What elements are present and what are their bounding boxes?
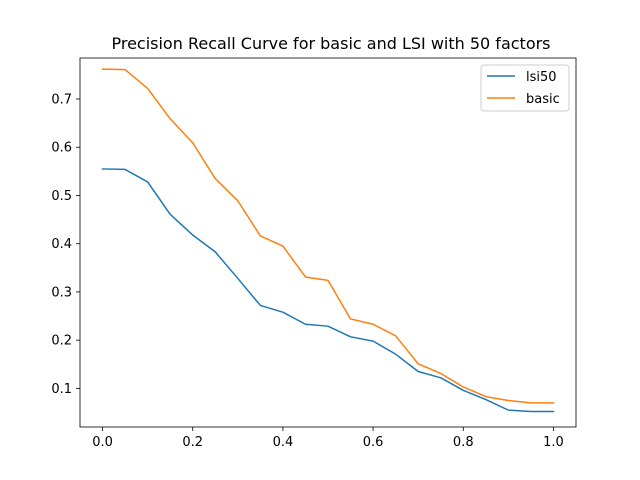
y-tick-label: 0.2 <box>51 334 72 349</box>
series-line-lsi50 <box>101 168 555 413</box>
y-tick-label: 0.6 <box>51 141 72 156</box>
y-tick-label: 0.1 <box>51 382 72 397</box>
y-tick-label: 0.4 <box>51 237 72 252</box>
legend-label-basic: basic <box>526 92 560 107</box>
x-tick-label: 0.8 <box>453 435 474 450</box>
x-tick-label: 0.6 <box>363 435 384 450</box>
series-layer <box>101 68 555 413</box>
x-tick-label: 1.0 <box>543 435 564 450</box>
plot-frame <box>79 57 577 428</box>
x-tick-label: 0.4 <box>273 435 294 450</box>
chart-title: Precision Recall Curve for basic and LSI… <box>111 34 550 53</box>
x-tick-label: 0.2 <box>182 435 203 450</box>
legend: lsi50 basic <box>480 64 570 112</box>
legend-label-lsi50: lsi50 <box>526 70 557 85</box>
series-line-basic <box>101 68 555 404</box>
y-tick-label: 0.5 <box>51 189 72 204</box>
y-tick-label: 0.7 <box>51 93 72 108</box>
x-tick-label: 0.0 <box>92 435 113 450</box>
y-tick-label: 0.3 <box>51 285 72 300</box>
x-axis: 0.0 0.2 0.4 0.6 0.8 1.0 <box>92 427 564 450</box>
y-axis: 0.1 0.2 0.3 0.4 0.5 0.6 0.7 <box>51 93 80 397</box>
